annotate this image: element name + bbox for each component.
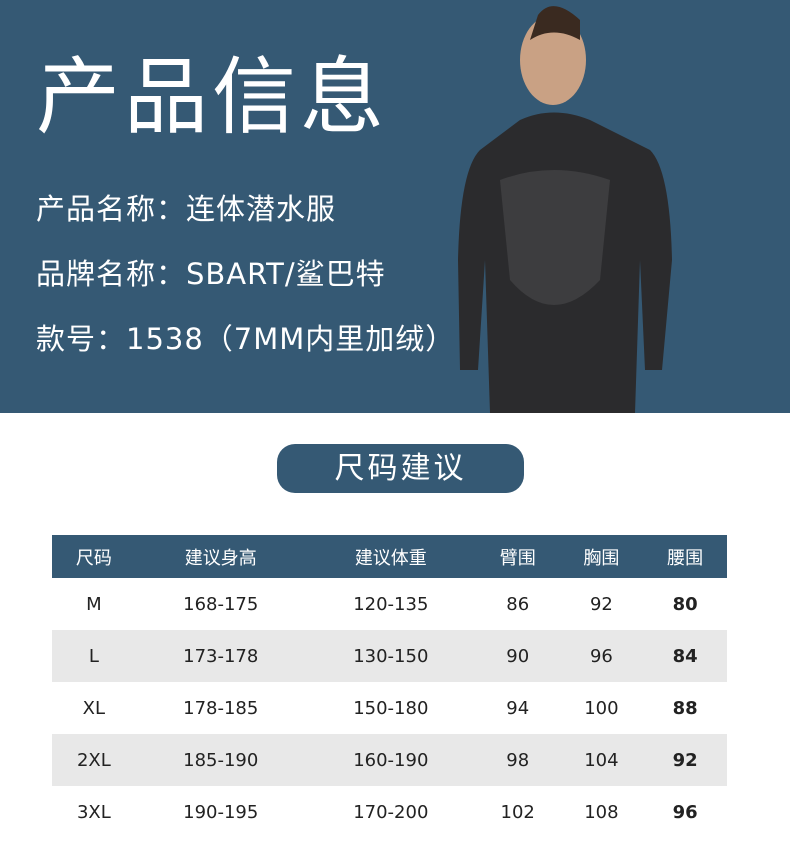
header-cell: 腰围 — [643, 535, 727, 578]
table-row: XL 178-185 150-180 94 100 88 — [52, 682, 727, 734]
table-row: 2XL 185-190 160-190 98 104 92 — [52, 734, 727, 786]
table-cell: 168-175 — [183, 593, 259, 615]
header-banner: 产品信息 产品名称：连体潜水服 品牌名称：SBART/鲨巴特 款号：1538（7… — [0, 0, 790, 413]
table-cell: 108 — [584, 801, 619, 823]
table-cell: 173-178 — [135, 630, 306, 682]
table-cell: 104 — [559, 734, 644, 786]
table-cell: 120-135 — [353, 593, 429, 615]
table-cell: XL — [82, 697, 106, 719]
page-title: 产品信息 — [36, 48, 389, 146]
table-cell: 3XL — [76, 801, 111, 823]
table-cell: 92 — [589, 593, 613, 615]
table-cell: 2XL — [52, 734, 136, 786]
table-cell: 86 — [506, 593, 530, 615]
table-row: L 173-178 130-150 90 96 84 — [52, 630, 727, 682]
header-cell: 尺码 — [52, 535, 136, 578]
header-cell: 胸围 — [559, 535, 644, 578]
model-wetsuit-image — [458, 6, 672, 413]
size-table: 尺码 建议身高 建议体重 臂围 胸围 腰围 M 168-175 120-135 86 9… — [52, 535, 727, 838]
table-cell: 98 — [475, 734, 560, 786]
table-cell: 185-190 — [135, 734, 306, 786]
header-cell: 臂围 — [475, 535, 560, 578]
table-cell: 94 — [506, 697, 530, 719]
brand-name: 品牌名称：SBART/鲨巴特 — [36, 257, 386, 291]
header-cell: 建议身高 — [135, 535, 306, 578]
table-header-row: 尺码 建议身高 建议体重 臂围 胸围 腰围 — [52, 535, 727, 578]
model-number: 款号：1538（7MM内里加绒） — [36, 322, 456, 356]
table-cell: 80 — [672, 593, 698, 615]
table-cell: 190-195 — [183, 801, 259, 823]
table-cell: 102 — [500, 801, 535, 823]
table-cell: 96 — [559, 630, 644, 682]
table-cell: 150-180 — [353, 697, 429, 719]
header-cell: 建议体重 — [305, 535, 476, 578]
table-cell: 92 — [643, 734, 727, 786]
table-cell: 160-190 — [305, 734, 476, 786]
table-cell: 96 — [672, 801, 698, 823]
table-cell: 130-150 — [305, 630, 476, 682]
table-cell: 90 — [475, 630, 560, 682]
table-cell: 170-200 — [353, 801, 429, 823]
table-cell: L — [52, 630, 136, 682]
table-cell: 84 — [643, 630, 727, 682]
product-name: 产品名称：连体潜水服 — [36, 192, 337, 226]
size-guide-heading: 尺码建议 — [277, 444, 524, 493]
table-cell: 88 — [672, 697, 698, 719]
table-cell: M — [86, 593, 102, 615]
table-cell: 100 — [584, 697, 619, 719]
table-row: M 168-175 120-135 86 92 80 — [52, 578, 727, 630]
table-cell: 178-185 — [183, 697, 259, 719]
table-row: 3XL 190-195 170-200 102 108 96 — [52, 786, 727, 838]
